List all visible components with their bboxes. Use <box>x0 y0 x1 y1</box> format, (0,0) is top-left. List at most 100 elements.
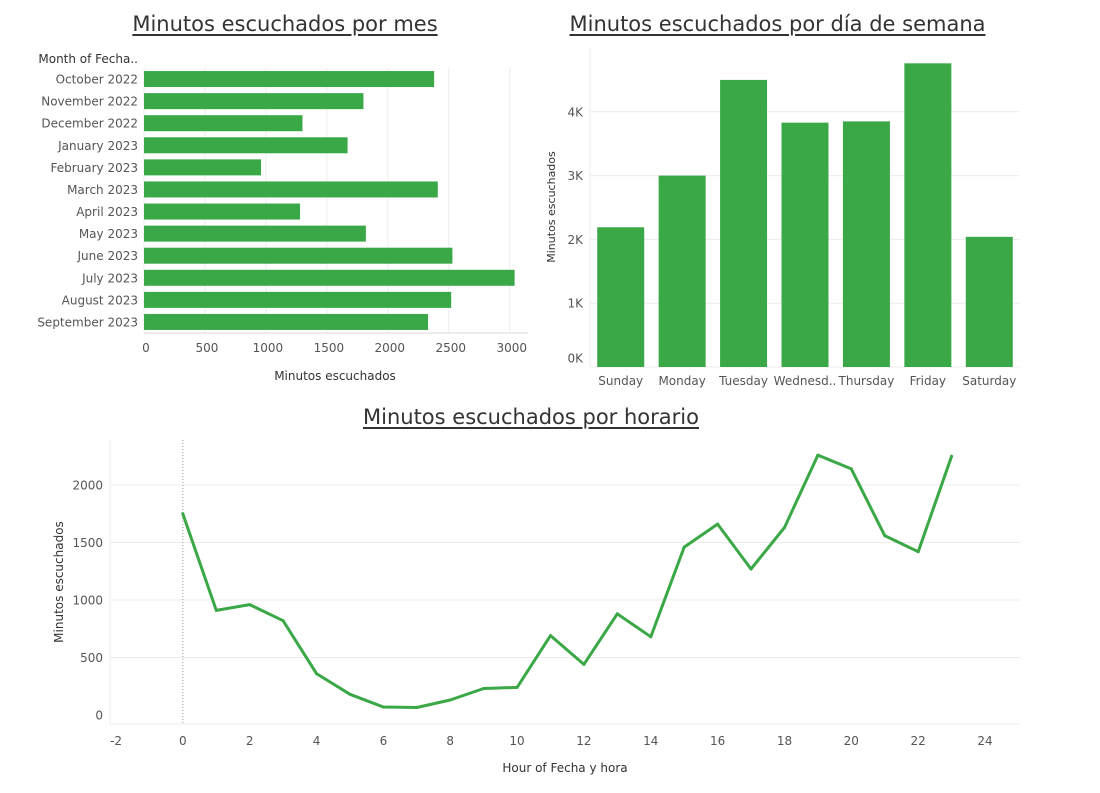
category-label: February 2023 <box>50 161 138 175</box>
data-point-hour-5 <box>348 692 352 696</box>
category-label: Sunday <box>598 374 643 388</box>
x-tick-label: 24 <box>977 734 992 748</box>
category-label: August 2023 <box>62 293 138 307</box>
category-label: May 2023 <box>79 227 138 241</box>
data-point-hour-19 <box>816 453 820 457</box>
bar-october-2022 <box>144 71 435 88</box>
x-tick-label: 0 <box>179 734 187 748</box>
x-tick-label: -2 <box>110 734 122 748</box>
data-point-hour-4 <box>315 672 319 676</box>
bar-august-2023 <box>144 291 452 308</box>
bar-may-2023 <box>144 225 366 242</box>
y-tick-label: 3K <box>567 169 584 183</box>
series-line <box>181 453 954 709</box>
x-tick-label: 14 <box>643 734 658 748</box>
bar-march-2023 <box>144 181 438 198</box>
category-label: June 2023 <box>77 249 139 263</box>
x-tick-label: 2500 <box>435 341 466 355</box>
x-tick-label: 8 <box>446 734 454 748</box>
y-tick-label: 1500 <box>72 536 103 550</box>
data-point-hour-7 <box>415 706 419 710</box>
y-tick-label: 1K <box>567 297 584 311</box>
bar-tuesday <box>720 79 768 368</box>
bar-january-2023 <box>144 137 348 154</box>
data-point-hour-13 <box>615 612 619 616</box>
y-tick-label: 500 <box>80 651 103 665</box>
x-tick-label: 22 <box>911 734 926 748</box>
data-point-hour-23 <box>950 454 954 458</box>
category-label: Wednesd.. <box>774 374 837 388</box>
weekday-chart-title: Minutos escuchados por día de semana <box>569 12 986 36</box>
data-point-hour-14 <box>649 635 653 639</box>
data-point-hour-6 <box>381 705 385 709</box>
x-tick-label: 2000 <box>375 341 406 355</box>
category-label: Saturday <box>962 374 1016 388</box>
monthly-chart-title: Minutos escuchados por mes <box>132 12 438 36</box>
x-axis-title: Hour of Fecha y hora <box>502 761 627 775</box>
x-tick-label: 10 <box>509 734 524 748</box>
bar-wednesd- <box>781 122 829 367</box>
bar-february-2023 <box>144 159 262 176</box>
data-point-hour-18 <box>782 526 786 530</box>
x-tick-label: 1000 <box>253 341 284 355</box>
x-tick-label: 1500 <box>314 341 345 355</box>
category-label: Thursday <box>838 374 895 388</box>
category-header: Month of Fecha.. <box>38 52 138 66</box>
bar-december-2022 <box>144 115 303 132</box>
data-point-hour-15 <box>682 545 686 549</box>
x-tick-label: 0 <box>142 341 150 355</box>
data-point-hour-10 <box>515 685 519 689</box>
category-label: November 2022 <box>41 95 138 109</box>
category-label: Tuesday <box>718 374 768 388</box>
bar-july-2023 <box>144 269 515 286</box>
bar-november-2022 <box>144 93 364 110</box>
category-label: Friday <box>910 374 946 388</box>
x-tick-label: 3000 <box>496 341 527 355</box>
x-axis-title: Minutos escuchados <box>274 369 396 383</box>
category-label: September 2023 <box>37 315 138 329</box>
x-tick-label: 4 <box>313 734 321 748</box>
bar-saturday <box>965 236 1013 367</box>
x-tick-label: 16 <box>710 734 725 748</box>
data-point-hour-8 <box>448 698 452 702</box>
bar-friday <box>904 63 952 367</box>
y-tick-label: 4K <box>567 105 584 119</box>
data-point-hour-20 <box>849 467 853 471</box>
bar-sunday <box>597 227 645 367</box>
monthly-bar-chart: October 2022 November 2022 December 2022 Ja… <box>37 52 528 383</box>
data-point-hour-11 <box>549 634 552 638</box>
category-label: Monday <box>658 374 705 388</box>
y-axis-title: Minutos escuchados <box>545 151 558 263</box>
bar-monday <box>658 175 706 367</box>
category-label: July 2023 <box>81 271 138 285</box>
y-axis-title: Minutos escuchados <box>52 521 66 643</box>
x-tick-label: 2 <box>246 734 254 748</box>
category-label: December 2022 <box>41 117 138 131</box>
data-point-hour-22 <box>916 550 920 554</box>
y-tick-label: 2K <box>567 233 584 247</box>
category-label: October 2022 <box>56 73 138 87</box>
category-label: January 2023 <box>57 139 138 153</box>
x-tick-label: 18 <box>777 734 792 748</box>
data-point-hour-17 <box>749 567 753 571</box>
y-tick-label: 0K <box>567 352 584 366</box>
data-point-hour-0 <box>181 512 185 516</box>
x-tick-label: 12 <box>576 734 591 748</box>
category-label: March 2023 <box>67 183 138 197</box>
y-tick-label: 0 <box>95 709 103 723</box>
data-point-hour-12 <box>582 662 586 666</box>
weekday-bar-chart: 0K 1K 2K 3K 4K Sunday Monday Tuesday Wednesd.. Th… <box>545 48 1020 388</box>
data-point-hour-3 <box>281 619 285 623</box>
y-tick-label: 1000 <box>72 594 103 608</box>
data-point-hour-16 <box>716 522 720 526</box>
data-point-hour-1 <box>214 608 218 612</box>
data-point-hour-21 <box>883 534 887 538</box>
data-point-hour-9 <box>482 687 486 691</box>
x-tick-label: 500 <box>195 341 218 355</box>
x-tick-label: 6 <box>380 734 388 748</box>
data-point-hour-2 <box>248 603 252 607</box>
x-tick-label: 20 <box>844 734 859 748</box>
bar-september-2023 <box>144 313 429 330</box>
y-tick-label: 2000 <box>72 479 103 493</box>
